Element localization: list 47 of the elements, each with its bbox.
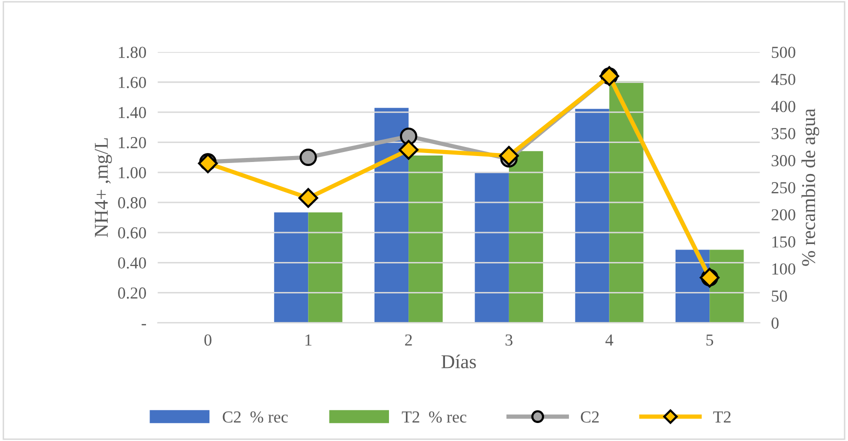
- point: [300, 148, 317, 166]
- y-tick-label: 1.60: [118, 76, 146, 88]
- bar: [308, 212, 342, 323]
- y2-tick-label: 50: [772, 290, 787, 302]
- bar: [609, 81, 644, 323]
- point: [499, 146, 519, 166]
- y-tick-label: 1.80: [118, 46, 146, 58]
- x-tick-label: 2: [405, 334, 412, 346]
- y2-tick-label: 400: [771, 100, 796, 112]
- y2-tick-label: 500: [772, 46, 796, 58]
- y2-tick-label: 150: [772, 236, 796, 248]
- y2-tick-label: 250: [772, 182, 796, 194]
- y2-tick-label: 0: [772, 318, 779, 329]
- y-tick-label: 1.00: [118, 167, 146, 178]
- y-tick-label: 0.60: [118, 227, 146, 239]
- y2-tick-label: 450: [771, 74, 796, 86]
- legend-label: C2 % rec: [222, 411, 288, 423]
- y-tick-label: 0.20: [118, 287, 146, 299]
- y2-axis-title: % recambio de agua: [801, 108, 820, 266]
- x-tick-label: 0: [204, 334, 212, 346]
- y2-tick-label: 100: [772, 263, 796, 275]
- legend-label: T2 % rec: [402, 411, 466, 423]
- bar: [408, 155, 443, 323]
- legend-label: C2: [580, 411, 599, 423]
- bar: [474, 172, 509, 323]
- y-tick-label: 0.40: [118, 257, 146, 269]
- y2-tick-label: 200: [772, 209, 796, 220]
- y-tick-label: 1.20: [118, 136, 146, 148]
- y-tick-label: -: [142, 324, 146, 326]
- y-axis-title: NH4+ ,mg/L: [94, 138, 112, 238]
- x-axis-title: Días: [442, 354, 476, 368]
- bar: [508, 151, 544, 323]
- y-tick-label: 1.40: [118, 106, 146, 118]
- x-tick-label: 3: [506, 334, 512, 346]
- y2-tick-label: 350: [772, 128, 796, 140]
- bar: [575, 108, 610, 323]
- x-tick-label: 5: [706, 334, 714, 346]
- bar: [274, 212, 308, 323]
- x-tick-label: 1: [306, 334, 312, 346]
- point: [400, 128, 418, 145]
- legend-label: T2: [713, 411, 731, 422]
- point: [398, 140, 418, 160]
- x-tick-label: 4: [605, 334, 614, 346]
- y-tick-label: 0.80: [118, 197, 146, 208]
- y2-tick-label: 300: [772, 155, 796, 166]
- point: [298, 188, 318, 208]
- bar: [710, 250, 744, 323]
